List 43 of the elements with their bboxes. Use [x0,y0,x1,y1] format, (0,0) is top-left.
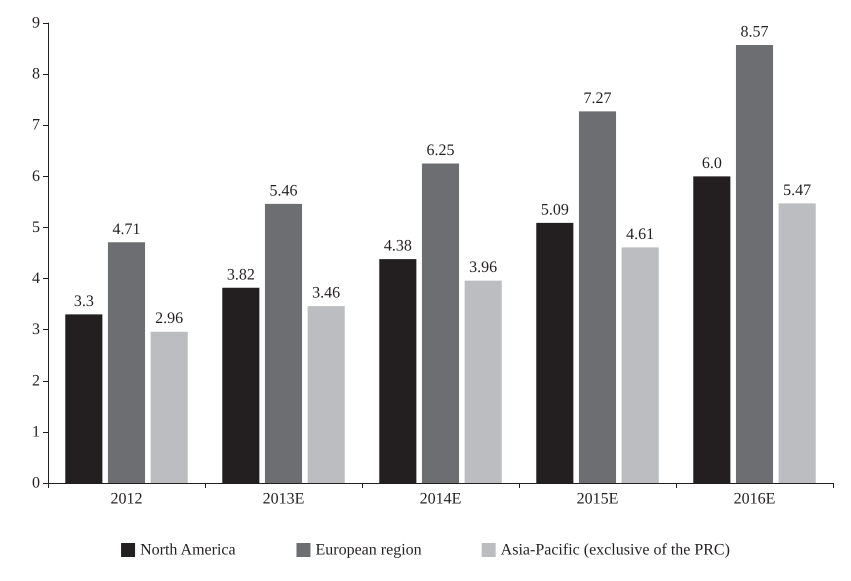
data-label: 7.27 [584,90,612,107]
y-tick-label: 3 [32,321,40,338]
x-tick-label: 2016E [734,490,776,508]
x-tick-label: 2012 [110,490,142,508]
data-label: 6.25 [426,142,454,160]
data-label: 8.57 [740,23,768,40]
bar [622,247,659,483]
y-tick-label: 5 [32,218,40,236]
y-tick-label: 0 [32,474,40,492]
data-label: 3.3 [74,292,94,310]
bar [108,242,146,483]
x-tick-label: 2015E [576,490,618,508]
bar [578,111,616,483]
data-label: 4.38 [384,238,412,255]
y-tick-label: 4 [32,270,40,288]
bar [308,306,345,483]
data-label: 5.09 [540,201,569,218]
y-tick-label: 2 [32,372,40,390]
data-label: 5.47 [783,182,812,199]
data-label: 6.0 [702,154,722,172]
legend-label: North America [140,542,236,558]
y-tick-label: 6 [32,168,40,185]
bar [264,204,302,483]
x-tick-label: 2014E [420,490,462,508]
data-label: 2.96 [155,310,184,328]
y-tick-label: 1 [32,423,40,440]
bar [422,164,460,483]
data-label: 4.61 [626,226,654,243]
legend-label: European region [315,542,422,558]
y-tick-label: 7 [32,116,40,134]
legend-label: Asia-Pacific (exclusive of the PRC) [500,542,730,558]
bar [778,203,816,483]
data-label: 5.46 [270,182,298,200]
bar [464,280,502,483]
data-label: 3.82 [226,266,255,284]
y-tick-label: 9 [32,14,40,32]
y-tick-label: 8 [32,66,40,83]
data-label: 4.71 [112,220,140,238]
bar [736,44,774,483]
bar [150,332,188,483]
data-label: 3.96 [469,259,498,276]
x-tick-label: 2013E [262,490,304,508]
data-label: 3.46 [312,284,340,302]
